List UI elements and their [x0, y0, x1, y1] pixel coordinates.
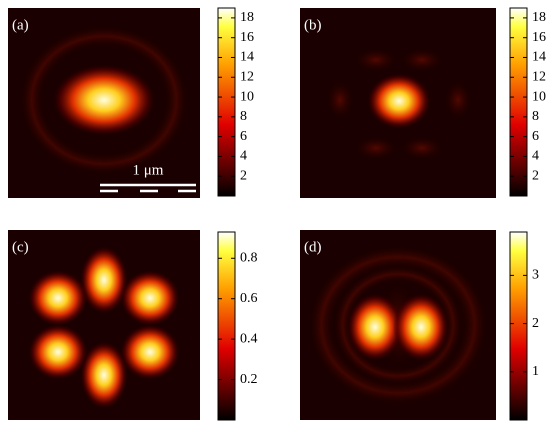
- colorbar: [509, 231, 528, 421]
- colorbar-tick-label: 4: [240, 149, 247, 164]
- colorbar-tick-label: 12: [532, 69, 546, 84]
- panel-label: (a): [12, 17, 29, 33]
- panel-label: (b): [304, 17, 322, 33]
- panel-label: (d): [304, 239, 322, 255]
- colorbar-tick-label: 2: [532, 168, 539, 183]
- colorbar-tick-label: 10: [532, 89, 546, 104]
- colorbar-tick-label: 12: [240, 69, 254, 84]
- colorbar: [217, 231, 236, 421]
- image-b: [300, 8, 496, 198]
- colorbar-tick-label: 16: [240, 30, 254, 45]
- colorbar: [217, 7, 236, 197]
- colorbar-tick-label: 18: [532, 10, 546, 25]
- colorbar-tick-label: 6: [532, 129, 539, 144]
- colorbar-tick-label: 14: [532, 50, 546, 65]
- colorbar-tick-label: 2: [532, 316, 539, 331]
- colorbar-tick-label: 18: [240, 10, 254, 25]
- colorbar-tick-label: 8: [240, 109, 247, 124]
- colorbar-tick-label: 16: [532, 30, 546, 45]
- colorbar-tick-label: 4: [532, 149, 539, 164]
- colorbar-tick-label: 2: [240, 168, 247, 183]
- panel-label: (c): [12, 239, 29, 255]
- colorbar-tick-label: 1: [532, 364, 539, 379]
- image-d: [300, 230, 496, 420]
- image-a: [8, 8, 200, 198]
- scale-bar-label: 1 μm: [133, 162, 164, 178]
- colorbar: [509, 7, 528, 197]
- colorbar-tick-label: 0.6: [240, 291, 258, 306]
- colorbar-tick-label: 0.4: [240, 331, 258, 346]
- colorbar-tick-label: 6: [240, 129, 247, 144]
- colorbar-tick-label: 0.2: [240, 372, 258, 387]
- colorbar-tick-label: 8: [532, 109, 539, 124]
- colorbar-tick-label: 10: [240, 89, 254, 104]
- image-c: [8, 230, 200, 420]
- colorbar-tick-label: 3: [532, 268, 539, 283]
- colorbar-tick-label: 14: [240, 50, 254, 65]
- colorbar-tick-label: 0.8: [240, 250, 258, 265]
